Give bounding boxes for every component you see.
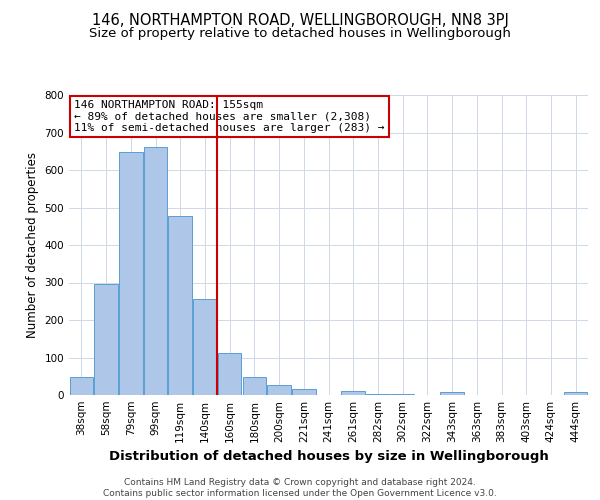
Text: Contains HM Land Registry data © Crown copyright and database right 2024.
Contai: Contains HM Land Registry data © Crown c… xyxy=(103,478,497,498)
Bar xyxy=(292,390,316,395)
Bar xyxy=(341,390,365,395)
Bar xyxy=(564,392,587,395)
Y-axis label: Number of detached properties: Number of detached properties xyxy=(26,152,39,338)
Bar xyxy=(193,300,217,395)
Bar xyxy=(144,147,167,395)
X-axis label: Distribution of detached houses by size in Wellingborough: Distribution of detached houses by size … xyxy=(109,450,548,464)
Bar xyxy=(218,352,241,395)
Bar xyxy=(169,216,192,395)
Bar xyxy=(119,152,143,395)
Text: 146 NORTHAMPTON ROAD: 155sqm
← 89% of detached houses are smaller (2,308)
11% of: 146 NORTHAMPTON ROAD: 155sqm ← 89% of de… xyxy=(74,100,385,132)
Text: Size of property relative to detached houses in Wellingborough: Size of property relative to detached ho… xyxy=(89,28,511,40)
Text: 146, NORTHAMPTON ROAD, WELLINGBOROUGH, NN8 3PJ: 146, NORTHAMPTON ROAD, WELLINGBOROUGH, N… xyxy=(92,12,508,28)
Bar xyxy=(70,378,93,395)
Bar xyxy=(440,392,464,395)
Bar xyxy=(366,394,389,395)
Bar xyxy=(94,284,118,395)
Bar xyxy=(242,378,266,395)
Bar xyxy=(268,384,291,395)
Bar xyxy=(391,394,415,395)
